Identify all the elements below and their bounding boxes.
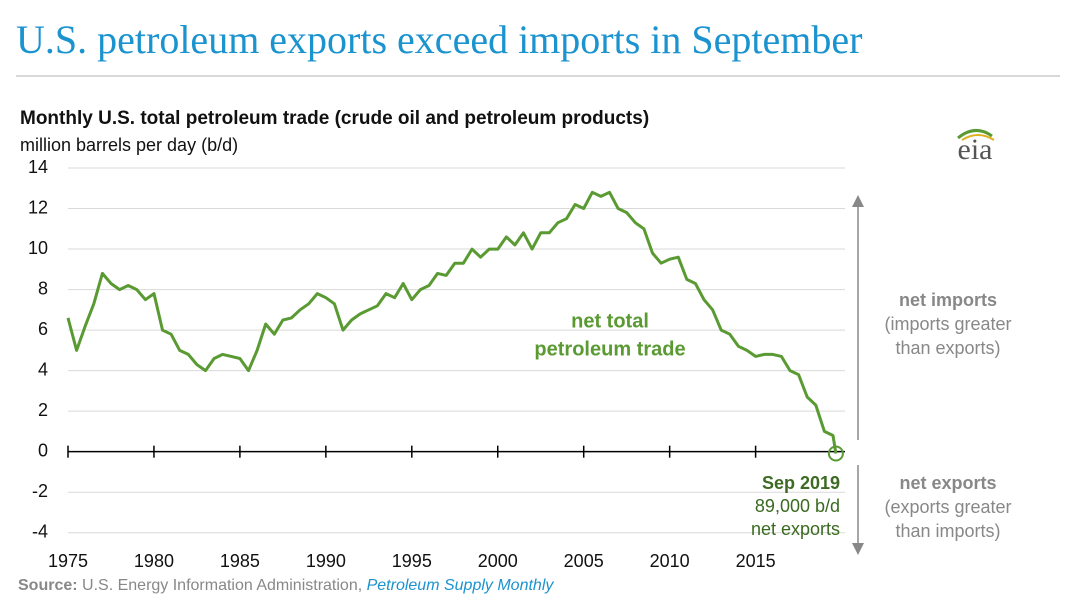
y-tick-label: 6: [38, 319, 48, 339]
x-tick-label: 2005: [564, 551, 604, 571]
arrowhead: [852, 195, 864, 207]
arrowhead: [852, 543, 864, 555]
side-label: than exports): [895, 338, 1000, 358]
x-tick-label: 1980: [134, 551, 174, 571]
series-label: net total: [571, 310, 649, 332]
side-label: net exports: [899, 473, 996, 493]
page-title: U.S. petroleum exports exceed imports in…: [16, 17, 862, 62]
y-tick-label: 2: [38, 400, 48, 420]
x-tick-label: 1985: [220, 551, 260, 571]
y-tick-label: -4: [32, 521, 48, 541]
series-label: petroleum trade: [534, 338, 685, 360]
end-note: net exports: [751, 519, 840, 539]
source-label: Source:: [18, 577, 78, 594]
y-tick-label: 14: [28, 157, 48, 177]
y-tick-label: -2: [32, 481, 48, 501]
data-line: [66, 190, 838, 454]
logo-arc: [957, 129, 993, 140]
logo: eia: [958, 133, 993, 166]
y-tick-label: 12: [28, 197, 48, 217]
x-tick-label: 2000: [478, 551, 518, 571]
end-note: Sep 2019: [762, 473, 840, 493]
chart-subtitle: million barrels per day (b/d): [20, 135, 238, 155]
chart-title: Monthly U.S. total petroleum trade (crud…: [20, 108, 649, 129]
end-marker: [827, 445, 844, 462]
x-tick-label: 2015: [736, 551, 776, 571]
x-tick-label: 1975: [48, 551, 88, 571]
side-label: (exports greater: [884, 497, 1011, 517]
end-note: 89,000 b/d: [755, 496, 840, 516]
y-tick-label: 10: [28, 238, 48, 258]
source: Source: U.S. Energy Information Administ…: [18, 577, 554, 594]
side-label: than imports): [895, 521, 1000, 541]
source-publication: Petroleum Supply Monthly: [367, 577, 555, 594]
side-label: (imports greater: [884, 314, 1011, 334]
side-label: net imports: [899, 290, 997, 310]
x-tick-label: 2010: [650, 551, 690, 571]
y-tick-label: 0: [38, 440, 48, 460]
y-tick-label: 4: [38, 359, 48, 379]
source-text: U.S. Energy Information Administration,: [82, 577, 362, 594]
logo-arc: [961, 134, 995, 141]
y-tick-label: 8: [38, 278, 48, 298]
x-tick-label: 1990: [306, 551, 346, 571]
x-tick-label: 1995: [392, 551, 432, 571]
